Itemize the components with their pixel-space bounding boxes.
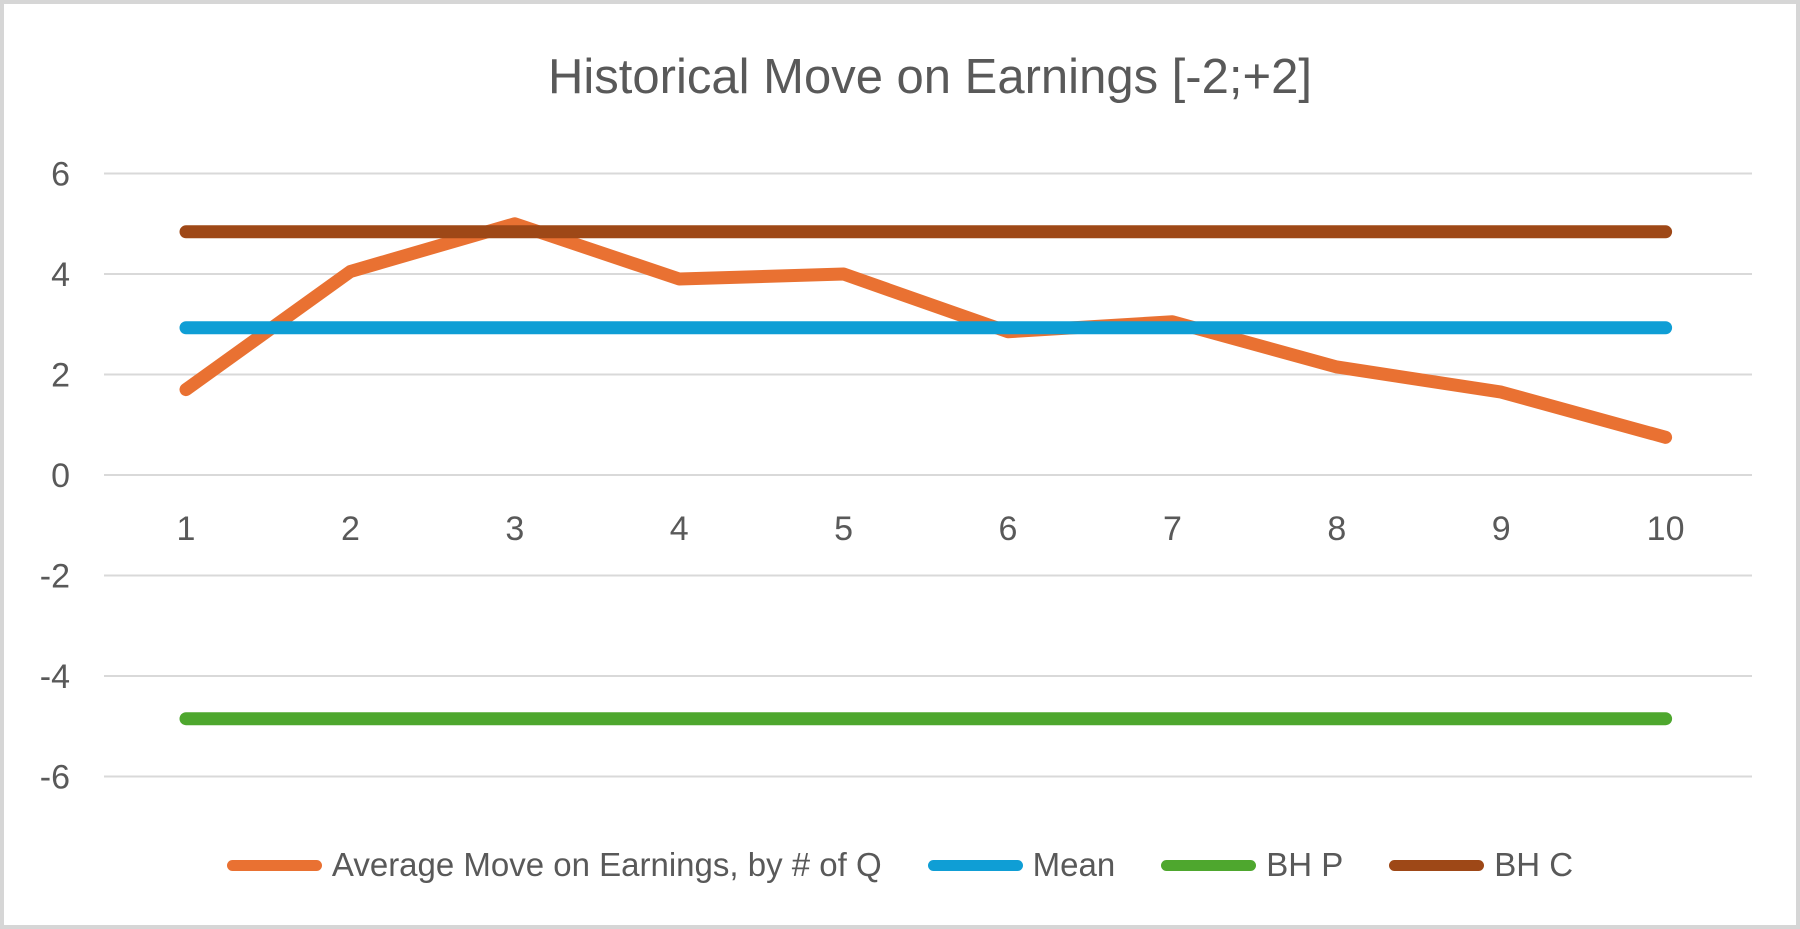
plot-area: 6 4 2 0 -2 -4 -6 1 2 3 4 5 6 7 8 9 10 [40, 156, 1752, 797]
y-tick-label-4: 4 [51, 256, 70, 294]
x-tick-label-6: 6 [999, 510, 1018, 548]
chart-legend: Average Move on Earnings, by # of Q Mean B… [4, 842, 1796, 888]
x-tick-label-8: 8 [1327, 510, 1346, 548]
x-tick-label-2: 2 [341, 510, 360, 548]
x-tick-label-7: 7 [1163, 510, 1182, 548]
legend-swatch-icon [927, 859, 1023, 871]
legend-label: Mean [1032, 846, 1116, 883]
x-tick-label-1: 1 [177, 510, 196, 548]
x-tick-label-5: 5 [834, 510, 853, 548]
legend-label: BH P [1266, 846, 1344, 883]
legend-item-bh-p: BH P [1161, 846, 1343, 884]
legend-swatch-icon [226, 859, 322, 871]
y-tick-label--6: -6 [40, 759, 70, 797]
y-tick-label--4: -4 [40, 658, 70, 696]
y-tick-label-6: 6 [51, 156, 70, 194]
y-tick-label-0: 0 [51, 457, 70, 495]
legend-swatch-icon [1161, 859, 1257, 871]
chart-title: Historical Move on Earnings [-2;+2] [548, 50, 1312, 104]
series-line-average-move-on-earnings-by-of-q [179, 217, 1673, 444]
y-tick-label--2: -2 [40, 558, 70, 596]
legend-item-mean: Mean [927, 846, 1116, 884]
legend-label: BH C [1494, 846, 1574, 883]
legend-swatch-icon [1389, 859, 1485, 871]
legend-label: Average Move on Earnings, by # of Q [331, 846, 882, 883]
x-tick-label-10: 10 [1647, 510, 1685, 548]
legend-item-bh-c: BH C [1389, 846, 1573, 884]
x-tick-label-4: 4 [670, 510, 689, 548]
x-tick-label-9: 9 [1492, 510, 1511, 548]
x-tick-label-3: 3 [505, 510, 524, 548]
y-tick-label-2: 2 [51, 357, 70, 395]
legend-item-average-move-on-earnings-by-of-q: Average Move on Earnings, by # of Q [226, 846, 882, 884]
